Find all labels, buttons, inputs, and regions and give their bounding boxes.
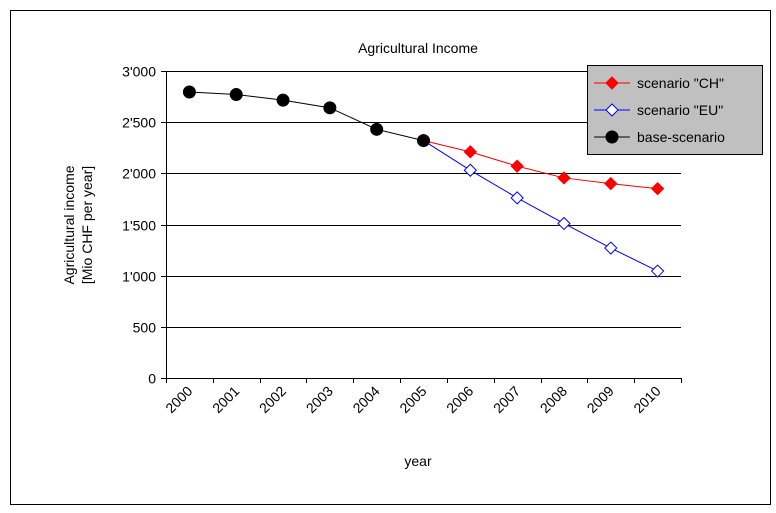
data-point (557, 216, 571, 231)
data-point (510, 191, 524, 205)
y-tick-label: 1'000 (122, 269, 156, 285)
data-point (557, 171, 571, 185)
legend-item: scenario "EU" (594, 102, 723, 118)
legend-marker (605, 76, 619, 90)
data-point (510, 159, 524, 173)
series-line (189, 91, 424, 142)
y-tick-labels: 0 500 1'000 1'500 2'000 2'500 3'000 (122, 64, 156, 387)
series-line (423, 140, 658, 272)
y-tick-label: 2'500 (122, 115, 156, 131)
data-point (463, 163, 478, 177)
y-axis-label-line-1: Agricultural income (61, 165, 77, 284)
data-point (604, 176, 618, 191)
data-point (370, 122, 384, 136)
y-tick-label: 3'000 (122, 64, 156, 80)
legend-item: scenario "CH" (594, 75, 724, 91)
data-point (463, 145, 478, 159)
axes (166, 71, 682, 383)
legend-label: base-scenario (637, 129, 725, 145)
y-tick-label: 500 (133, 320, 157, 336)
data-point (604, 241, 618, 255)
y-tick-label: 1'500 (122, 218, 156, 234)
data-point (182, 85, 196, 99)
legend-label: scenario "CH" (637, 75, 724, 91)
data-point (650, 264, 665, 278)
legend-marker (605, 103, 619, 117)
legend-marker (605, 130, 619, 144)
y-tick-label: 2'000 (122, 166, 156, 182)
data-point (650, 181, 665, 196)
series-line (423, 140, 658, 190)
data-point (276, 93, 290, 107)
legend-item: base-scenario (594, 129, 725, 145)
y-tick-label: 0 (148, 371, 156, 387)
legend-label: scenario "EU" (637, 102, 723, 118)
legend: scenario "CH" scenario "EU" base-scenario (587, 65, 763, 155)
series (182, 85, 665, 278)
data-point (323, 101, 337, 115)
series-3 (182, 85, 430, 148)
chart-title: Agricultural Income (358, 40, 478, 56)
y-axis-label-line-2: [Mio CHF per year] (79, 166, 95, 284)
data-point (417, 134, 430, 148)
data-point (229, 88, 243, 102)
x-axis-label: year (404, 453, 432, 469)
